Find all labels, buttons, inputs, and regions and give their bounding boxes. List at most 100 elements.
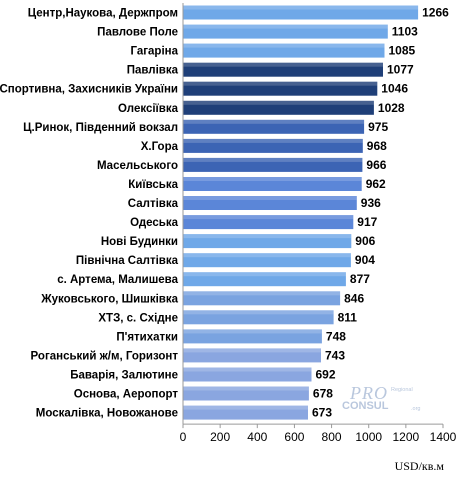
x-tick-label: 1400 xyxy=(430,430,457,444)
category-label: Х.Гора xyxy=(141,141,179,153)
bar-highlight xyxy=(183,100,374,105)
bar-highlight xyxy=(183,386,309,391)
bar xyxy=(183,24,388,39)
bar-highlight xyxy=(183,196,357,200)
data-label: 1028 xyxy=(378,101,405,115)
x-axis-unit-label: USD/кв.м xyxy=(395,459,445,473)
bar xyxy=(183,234,352,249)
bar xyxy=(183,386,309,401)
bar-highlight xyxy=(183,62,383,67)
data-label: 975 xyxy=(368,120,388,134)
data-label: 936 xyxy=(361,196,381,210)
proconsul-watermark: PRO Regional CONSUL .org xyxy=(342,383,420,412)
data-label: 811 xyxy=(338,310,358,324)
category-label: Павлове Поле xyxy=(97,27,178,39)
data-label: 1085 xyxy=(389,44,416,58)
watermark-pro: PRO xyxy=(349,383,388,403)
data-label: 1077 xyxy=(387,63,414,77)
watermark-consul: CONSUL xyxy=(342,400,389,412)
data-label: 1266 xyxy=(422,6,449,20)
bar-highlight xyxy=(183,329,322,334)
category-label: Роганський ж/м, Горизонт xyxy=(31,350,179,362)
category-labels: Центр,Наукова, Держпром Павлове Поле Гагар… xyxy=(0,8,179,420)
bar-highlight xyxy=(183,348,321,353)
x-tick-label: 1000 xyxy=(355,430,382,444)
bar xyxy=(183,157,363,172)
bar-highlight xyxy=(183,177,362,181)
data-label: 846 xyxy=(344,291,364,305)
bar xyxy=(183,291,341,306)
bar-highlight xyxy=(183,157,363,162)
x-tick-label: 0 xyxy=(180,430,187,444)
x-tick-label: 400 xyxy=(247,430,267,444)
bar xyxy=(183,177,362,191)
category-label: Олексіївка xyxy=(118,103,179,115)
data-label: 917 xyxy=(357,215,377,229)
category-label: Київська xyxy=(128,179,178,191)
value-labels: 1266 1103 1085 1077 1046 1028 975 968 966 962 936 9… xyxy=(312,6,449,420)
bar-highlight xyxy=(183,43,385,48)
data-label: 673 xyxy=(312,406,332,420)
bar-highlight xyxy=(183,24,388,29)
bar xyxy=(183,81,378,96)
x-tick-label: 800 xyxy=(322,430,342,444)
data-label: 743 xyxy=(325,348,345,362)
bar xyxy=(183,119,365,134)
data-label: 877 xyxy=(350,272,370,286)
data-label: 1103 xyxy=(392,25,418,39)
bar xyxy=(183,367,312,382)
category-label: Масельського xyxy=(97,160,178,172)
bar xyxy=(183,215,354,230)
watermark-org: .org xyxy=(411,406,420,412)
bar-highlight xyxy=(183,138,363,143)
x-tick-label: 600 xyxy=(284,430,304,444)
data-label: 692 xyxy=(316,368,336,382)
bar xyxy=(183,329,322,344)
bar xyxy=(183,310,334,325)
bar xyxy=(183,138,363,153)
data-label: 962 xyxy=(366,177,386,191)
bar xyxy=(183,405,308,420)
bars-group xyxy=(183,5,419,420)
category-label: Північна Салтівка xyxy=(76,255,179,267)
watermark-small: Regional xyxy=(391,387,413,393)
bar xyxy=(183,62,383,77)
bar-highlight xyxy=(183,253,351,258)
x-tick-label: 1200 xyxy=(393,430,420,444)
bar-highlight xyxy=(183,119,365,124)
x-axis: 0 200 400 600 800 1000 1200 1400 xyxy=(180,3,457,444)
category-label: П'ятихатки xyxy=(116,331,178,343)
category-label: Москалівка, Новожанове xyxy=(36,408,178,420)
category-label: Одеська xyxy=(130,217,178,229)
category-label: с. Артема, Малишева xyxy=(57,274,178,286)
data-label: 678 xyxy=(313,387,333,401)
bar xyxy=(183,272,346,287)
bar-highlight xyxy=(183,405,308,410)
bar xyxy=(183,5,419,20)
data-label: 904 xyxy=(355,253,375,267)
category-label: Баварія, Залютине xyxy=(70,370,178,382)
bar-highlight xyxy=(183,5,419,10)
bar-highlight xyxy=(183,81,378,86)
category-label: Центр,Наукова, Держпром xyxy=(28,8,178,20)
bar xyxy=(183,43,385,58)
bar xyxy=(183,253,351,268)
category-label: Спортивна, Захисників України xyxy=(0,84,178,96)
bar-highlight xyxy=(183,291,341,296)
category-label: Основа, Аеропорт xyxy=(74,389,179,401)
bar xyxy=(183,348,321,363)
data-label: 748 xyxy=(326,329,346,343)
category-label: Салтівка xyxy=(128,198,179,210)
bar-highlight xyxy=(183,234,352,239)
data-label: 1046 xyxy=(381,82,408,96)
category-label: ХТЗ, с. Східне xyxy=(98,312,178,324)
bar xyxy=(183,196,357,210)
bar-highlight xyxy=(183,367,312,372)
category-label: Гагаріна xyxy=(130,46,178,58)
category-label: Нові Будинки xyxy=(101,236,178,248)
category-label: Павлівка xyxy=(127,65,179,77)
bar-highlight xyxy=(183,272,346,277)
data-label: 968 xyxy=(367,139,387,153)
category-label: Жуковського, Шишківка xyxy=(40,293,178,305)
